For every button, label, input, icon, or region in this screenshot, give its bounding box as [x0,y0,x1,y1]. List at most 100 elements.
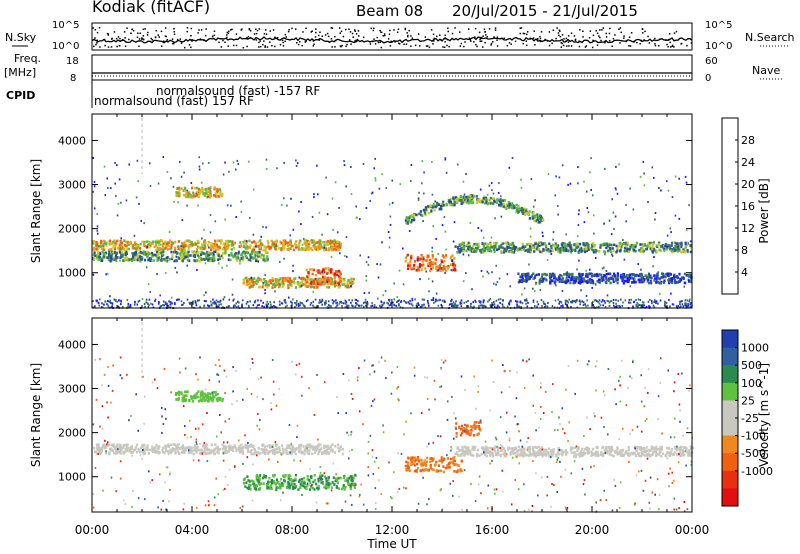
nsky-point [281,39,284,42]
power-cell [305,268,308,272]
power-cell [515,210,518,213]
nsky-point [334,46,336,48]
nsky-point [266,46,269,48]
velocity-cell [206,452,209,455]
power-cell [137,180,139,183]
nsky-point [126,27,128,29]
power-cell [625,220,627,223]
power-cell [560,248,563,252]
power-cell [423,298,425,301]
power-cell [262,248,265,252]
power-cell [666,234,669,237]
power-cell [298,210,300,213]
velocity-cell [331,448,334,452]
power-cell [458,197,461,201]
power-cell [189,245,192,248]
nsky-point [690,42,693,44]
velocity-cell [287,445,290,449]
power-cell [133,251,136,255]
power-cell [611,253,613,256]
power-cell [441,269,444,272]
power-cell [135,246,139,250]
power-cell [612,277,615,281]
power-cell [283,245,286,249]
velocity-cell [195,451,198,454]
power-cell [306,278,309,281]
power-cell [569,281,572,285]
power-cell [352,277,355,281]
power-cell [587,244,590,247]
power-cell [215,303,218,306]
nsky-point [522,32,525,35]
power-cell [174,240,177,244]
power-cell [611,275,614,278]
power-cell [586,275,589,279]
power-cell [680,250,683,254]
nsky-point [406,32,408,34]
power-cell [296,162,299,165]
power-cell [180,300,183,303]
velocity-cell [222,445,225,449]
power-cell [334,181,337,184]
power-cell [525,275,528,279]
power-cell [503,205,506,209]
power-cell [389,304,392,307]
nsky-point [96,42,98,44]
power-cell [554,194,557,197]
power-cell [404,219,408,222]
power-cell [332,272,335,275]
power-cell [628,301,630,304]
power-cell [311,272,314,276]
nsky-point [464,41,466,43]
velocity-cell [260,448,263,451]
power-cell [374,177,377,180]
velocity-cell [339,448,342,452]
power-cell [135,248,138,252]
power-cell [357,300,359,302]
power-cell [638,278,641,281]
power-cell [450,255,453,258]
power-cell [95,244,98,248]
power-cell [431,250,433,253]
power-cell [154,253,157,257]
power-cell [625,249,629,253]
power-cell [221,248,224,251]
power-cell [262,254,265,257]
power-cell [191,250,194,254]
power-cell [475,201,479,204]
power-cell [355,302,357,305]
power-cell [307,271,310,274]
power-cell [139,259,142,263]
velocity-cell [337,446,340,450]
power-cell [470,247,473,250]
power-cell [134,243,137,246]
power-cell [258,303,260,306]
power-cell [568,298,570,301]
power-cell [193,251,196,255]
power-cell [241,303,243,306]
power-cell [151,303,154,306]
power-cell [639,250,642,254]
velocity-cell [143,449,146,453]
power-cell [183,189,186,192]
power-cell [574,301,577,304]
power-cell [311,280,313,283]
velocity-cell [254,451,257,454]
nsky-point [636,41,638,44]
power-cell [567,279,570,282]
power-cell [355,205,357,208]
power-cell [282,245,285,249]
power-cell [422,256,425,259]
power-cell [288,277,291,280]
power-cell [108,239,112,243]
power-cell [640,273,643,276]
power-cell [280,248,283,252]
nsky-point [160,45,163,47]
power-cell [458,199,461,202]
power-cell [534,219,537,223]
power-cell [538,244,541,247]
nsky-point [311,30,313,32]
power-cell [455,305,457,308]
nsky-point [164,35,167,37]
power-cell [539,218,542,221]
